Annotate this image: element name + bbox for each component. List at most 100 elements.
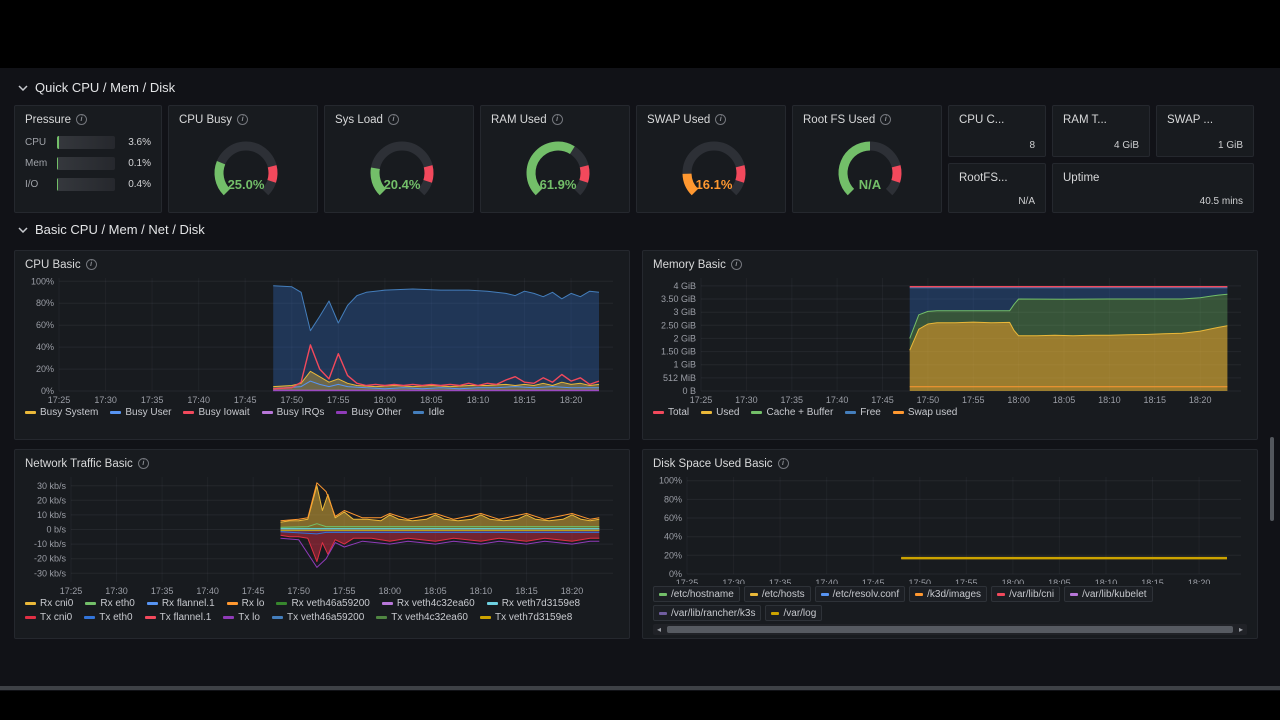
- info-icon[interactable]: i: [730, 259, 742, 270]
- scrollbar-thumb[interactable]: [667, 626, 1233, 633]
- page-vertical-scrollbar[interactable]: [1270, 437, 1274, 521]
- info-icon[interactable]: i: [237, 114, 249, 125]
- legend-color-mark: [226, 602, 238, 605]
- legend-item-total[interactable]: Total: [653, 407, 689, 418]
- legend-item-tx-lo[interactable]: Tx lo: [223, 612, 260, 623]
- panel-header[interactable]: Uptime: [1063, 169, 1243, 186]
- legend-item-tx-cni0[interactable]: Tx cni0: [25, 612, 72, 623]
- svg-text:18:00: 18:00: [379, 586, 402, 596]
- panel-header[interactable]: RAM Used i: [491, 111, 619, 128]
- legend-label: Rx lo: [241, 598, 265, 609]
- svg-text:60%: 60%: [36, 320, 54, 330]
- disk-space-chart[interactable]: 17:25 17:30 17:35 17:40 17:45 17:50 17:55 18:00…: [653, 472, 1249, 584]
- legend-item-var-lib-cni[interactable]: /var/lib/cni: [991, 586, 1061, 602]
- info-icon[interactable]: i: [76, 114, 88, 125]
- legend-item-busy-other[interactable]: Busy Other: [336, 407, 401, 418]
- legend-item-tx-veth4c32ea60[interactable]: Tx veth4c32ea60: [376, 612, 468, 623]
- panel-header[interactable]: Disk Space Used Basic i: [653, 455, 1247, 472]
- legend-item-var-lib-kubelet[interactable]: /var/lib/kubelet: [1064, 586, 1153, 602]
- legend-item-etc-hosts[interactable]: /etc/hosts: [743, 586, 811, 602]
- legend-color-mark: [376, 616, 388, 619]
- info-icon[interactable]: i: [777, 458, 789, 469]
- legend-item-cache-buffer[interactable]: Cache + Buffer: [751, 407, 833, 418]
- svg-text:18:15: 18:15: [1144, 395, 1167, 405]
- legend-item-busy-user[interactable]: Busy User: [110, 407, 171, 418]
- legend-item-rx-veth46a59200[interactable]: Rx veth46a59200: [276, 598, 370, 609]
- panel-header[interactable]: Sys Load i: [335, 111, 463, 128]
- panel-header[interactable]: Root FS Used i: [803, 111, 931, 128]
- legend-item-var-log[interactable]: /var/log: [765, 605, 823, 621]
- svg-text:0%: 0%: [41, 386, 54, 396]
- legend-item-rx-veth4c32ea60[interactable]: Rx veth4c32ea60: [381, 598, 475, 609]
- panel-title: SWAP Used: [647, 113, 711, 126]
- legend-label: /var/lib/rancher/k3s: [671, 607, 756, 619]
- legend-item-etc-hostname[interactable]: /etc/hostname: [653, 586, 740, 602]
- panel-root-fs-used: Root FS Used i N/A: [792, 105, 942, 213]
- legend-item-tx-veth46a59200[interactable]: Tx veth46a59200: [271, 612, 364, 623]
- legend-item-rx-veth7d3159e8[interactable]: Rx veth7d3159e8: [486, 598, 580, 609]
- panel-header[interactable]: CPU C...: [959, 111, 1035, 128]
- info-icon[interactable]: i: [715, 114, 727, 125]
- legend-item-rx-flannel-1[interactable]: Rx flannel.1: [146, 598, 215, 609]
- panel-header[interactable]: Network Traffic Basic i: [25, 455, 619, 472]
- svg-text:18:15: 18:15: [515, 586, 538, 596]
- disk-legend-scrollbar[interactable]: ◂ ▸: [653, 624, 1247, 635]
- info-icon[interactable]: i: [387, 114, 399, 125]
- legend-item-tx-flannel-1[interactable]: Tx flannel.1: [144, 612, 211, 623]
- memory-basic-chart[interactable]: 17:25 17:30 17:35 17:40 17:45 17:50 17:55 18:00…: [653, 273, 1249, 405]
- legend-item-free[interactable]: Free: [845, 407, 881, 418]
- legend-item-swap-used[interactable]: Swap used: [892, 407, 957, 418]
- panel-title: SWAP ...: [1167, 113, 1214, 126]
- panel-title: RAM Used: [491, 113, 547, 126]
- cpu-basic-chart[interactable]: 17:25 17:30 17:35 17:40 17:45 17:50 17:55 18:00…: [25, 273, 621, 405]
- panel-header[interactable]: SWAP Used i: [647, 111, 775, 128]
- info-icon[interactable]: i: [880, 114, 892, 125]
- legend-item-tx-eth0[interactable]: Tx eth0: [84, 612, 133, 623]
- legend-color-mark: [659, 592, 667, 596]
- legend-item-rx-lo[interactable]: Rx lo: [226, 598, 265, 609]
- swap-used-gauge: 16.1%: [682, 141, 746, 195]
- legend-item-idle[interactable]: Idle: [413, 407, 445, 418]
- panel-header[interactable]: RootFS...: [959, 169, 1035, 186]
- legend-item-tx-veth7d3159e8[interactable]: Tx veth7d3159e8: [479, 612, 572, 623]
- pressure-metric-label: CPU: [25, 137, 47, 148]
- chevron-down-icon: [18, 84, 28, 91]
- legend-item-var-lib-rancher-k3s[interactable]: /var/lib/rancher/k3s: [653, 605, 762, 621]
- gauge: N/A: [803, 128, 931, 209]
- svg-text:-20 kb/s: -20 kb/s: [34, 554, 67, 564]
- scroll-right-icon[interactable]: ▸: [1238, 625, 1243, 634]
- panel-header[interactable]: CPU Basic i: [25, 256, 619, 273]
- svg-text:17:25: 17:25: [60, 586, 83, 596]
- legend-item-busy-irqs[interactable]: Busy IRQs: [261, 407, 324, 418]
- legend-item-k3d-images[interactable]: /k3d/images: [909, 586, 988, 602]
- row-header-basic-cpu-mem-net-disk[interactable]: Basic CPU / Mem / Net / Disk: [18, 222, 205, 237]
- legend-color-mark: [659, 611, 667, 615]
- legend-item-rx-cni0[interactable]: Rx cni0: [25, 598, 73, 609]
- info-icon[interactable]: i: [137, 458, 149, 469]
- legend-item-used[interactable]: Used: [701, 407, 739, 418]
- legend-item-busy-iowait[interactable]: Busy Iowait: [183, 407, 250, 418]
- legend-item-busy-system[interactable]: Busy System: [25, 407, 98, 418]
- scroll-left-icon[interactable]: ◂: [656, 625, 661, 634]
- legend-color-mark: [751, 411, 763, 414]
- legend-label: Rx veth4c32ea60: [396, 598, 475, 609]
- panel-stat-ram-t: RAM T... 4 GiB: [1052, 105, 1150, 157]
- legend-color-mark: [915, 592, 924, 596]
- pressure-metric-label: I/O: [25, 179, 39, 190]
- panel-header[interactable]: Pressure i: [25, 111, 151, 128]
- panel-header[interactable]: SWAP ...: [1167, 111, 1243, 128]
- info-icon[interactable]: i: [551, 114, 563, 125]
- legend-color-mark: [486, 602, 498, 605]
- page-horizontal-scrollbar[interactable]: [0, 686, 1280, 690]
- panel-header[interactable]: Memory Basic i: [653, 256, 1247, 273]
- svg-text:17:40: 17:40: [196, 586, 219, 596]
- network-traffic-chart[interactable]: 17:25 17:30 17:35 17:40 17:45 17:50 17:55 18:00…: [25, 472, 621, 596]
- panel-header[interactable]: CPU Busy i: [179, 111, 307, 128]
- legend-item-rx-eth0[interactable]: Rx eth0: [85, 598, 135, 609]
- info-icon[interactable]: i: [85, 259, 97, 270]
- legend-item-etc-resolv-conf[interactable]: /etc/resolv.conf: [814, 586, 906, 602]
- panel-header[interactable]: RAM T...: [1063, 111, 1139, 128]
- gauge-value: N/A: [859, 177, 882, 192]
- legend-label: Busy System: [40, 407, 99, 418]
- row-header-quick-cpu-mem-disk[interactable]: Quick CPU / Mem / Disk: [18, 80, 175, 95]
